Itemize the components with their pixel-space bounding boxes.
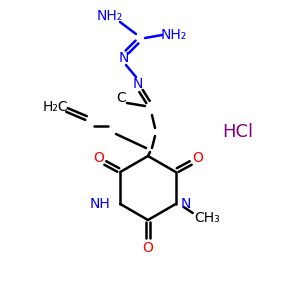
Text: C: C [116,91,126,105]
Text: O: O [93,151,104,165]
Text: N: N [119,51,129,65]
Text: NH₂: NH₂ [97,9,123,23]
Text: H₂C: H₂C [42,100,68,114]
Text: NH: NH [89,197,110,211]
Text: O: O [142,241,153,255]
Text: NH₂: NH₂ [161,28,187,42]
Text: CH₃: CH₃ [194,211,220,225]
Text: HCl: HCl [222,123,254,141]
Text: O: O [192,151,203,165]
Text: N: N [181,197,191,211]
Text: N: N [133,77,143,91]
